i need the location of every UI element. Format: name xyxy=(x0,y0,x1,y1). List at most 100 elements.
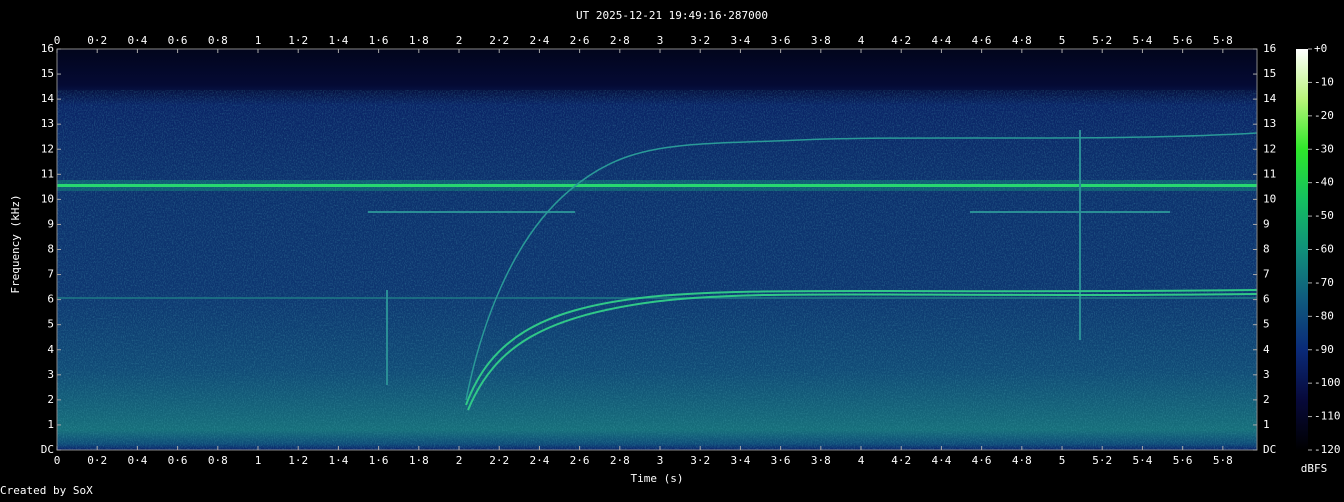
y-tick-label: 13 xyxy=(1263,117,1276,130)
x-tick-label: 0·8 xyxy=(208,454,228,467)
x-tick-label: 0·4 xyxy=(127,454,147,467)
colorbar-tick-label: -100 xyxy=(1314,376,1341,389)
x-tick-label: 1·6 xyxy=(369,34,389,47)
x-tick-label: 0·2 xyxy=(87,34,107,47)
x-axis-label: Time (s) xyxy=(631,472,684,485)
y-tick-label: 5 xyxy=(47,318,54,331)
x-tick-label: 5·8 xyxy=(1213,454,1233,467)
x-tick-label: 5·2 xyxy=(1092,454,1112,467)
y-tick-label: 10 xyxy=(1263,192,1276,205)
colorbar-tick-label: -70 xyxy=(1314,276,1334,289)
x-tick-label: 1 xyxy=(255,454,262,467)
y-tick-label: DC xyxy=(1263,443,1276,456)
x-tick-label: 2·4 xyxy=(529,454,549,467)
y-tick-label: 10 xyxy=(41,192,54,205)
x-tick-label: 4·2 xyxy=(891,454,911,467)
x-tick-label: 3 xyxy=(657,34,664,47)
y-tick-label: 2 xyxy=(1263,393,1270,406)
x-tick-label: 3·8 xyxy=(811,454,831,467)
y-tick-label: 14 xyxy=(41,92,55,105)
y-axis-label: Frequency (kHz) xyxy=(9,194,22,293)
colorbar-tick-label: +0 xyxy=(1314,42,1327,55)
y-tick-label: 16 xyxy=(1263,42,1276,55)
y-tick-label: 2 xyxy=(47,393,54,406)
footer: Created by SoX xyxy=(0,484,93,497)
y-tick-label: 9 xyxy=(47,217,54,230)
whistler-trace xyxy=(465,132,1258,401)
y-tick-label: 13 xyxy=(41,117,54,130)
x-tick-label: 3·8 xyxy=(811,34,831,47)
colorbar-tick-label: -20 xyxy=(1314,109,1334,122)
colorbar-label: dBFS xyxy=(1301,462,1328,475)
x-tick-label: 2·2 xyxy=(489,34,509,47)
y-tick-label: 5 xyxy=(1263,318,1270,331)
x-tick-label: 4·6 xyxy=(972,34,992,47)
y-tick-label: 4 xyxy=(1263,343,1270,356)
y-tick-label: 11 xyxy=(1263,167,1276,180)
y-tick-label: 9 xyxy=(1263,217,1270,230)
x-tick-label: 2·8 xyxy=(610,454,630,467)
x-tick-label: 4·6 xyxy=(972,454,992,467)
x-tick-label: 3·2 xyxy=(690,34,710,47)
y-tick-label: 8 xyxy=(1263,243,1270,256)
x-tick-label: 1·4 xyxy=(328,34,348,47)
whistler-trace xyxy=(465,289,1258,406)
x-tick-label: 2·4 xyxy=(529,34,549,47)
x-tick-label: 0·6 xyxy=(168,454,188,467)
x-tick-label: 2·2 xyxy=(489,454,509,467)
y-tick-label: 11 xyxy=(41,167,54,180)
x-tick-label: 3·4 xyxy=(730,454,750,467)
x-tick-label: 1·2 xyxy=(288,454,308,467)
x-tick-label: 0·8 xyxy=(208,34,228,47)
x-tick-label: 5·6 xyxy=(1173,34,1193,47)
x-tick-label: 3·2 xyxy=(690,454,710,467)
x-tick-label: 2 xyxy=(456,34,463,47)
x-tick-label: 5 xyxy=(1059,454,1066,467)
colorbar-tick-label: -90 xyxy=(1314,343,1334,356)
colorbar-tick-label: -80 xyxy=(1314,309,1334,322)
x-tick-label: 0 xyxy=(54,454,61,467)
spectrogram-noise xyxy=(57,90,1257,450)
y-tick-label: 4 xyxy=(47,343,54,356)
x-tick-label: 3 xyxy=(657,454,664,467)
x-tick-label: 5·6 xyxy=(1173,454,1193,467)
x-tick-label: 4·2 xyxy=(891,34,911,47)
x-tick-label: 0·4 xyxy=(127,34,147,47)
y-tick-label: 8 xyxy=(47,243,54,256)
colorbar-tick-label: -60 xyxy=(1314,243,1334,256)
y-tick-label: 3 xyxy=(47,368,54,381)
x-tick-label: 1·8 xyxy=(409,454,429,467)
y-tick-label: 3 xyxy=(1263,368,1270,381)
y-tick-label: 14 xyxy=(1263,92,1277,105)
x-tick-label: 1·6 xyxy=(369,454,389,467)
x-tick-label: 2·8 xyxy=(610,34,630,47)
y-tick-label: 12 xyxy=(1263,142,1276,155)
y-tick-label: 12 xyxy=(41,142,54,155)
colorbar-tick-label: -30 xyxy=(1314,142,1334,155)
y-tick-label: 1 xyxy=(47,418,54,431)
colorbar-tick-label: -10 xyxy=(1314,75,1334,88)
x-tick-label: 3·4 xyxy=(730,34,750,47)
x-tick-label: 2·6 xyxy=(570,454,590,467)
x-tick-label: 2·6 xyxy=(570,34,590,47)
x-tick-label: 1 xyxy=(255,34,262,47)
x-tick-label: 0·6 xyxy=(168,34,188,47)
colorbar xyxy=(1296,49,1308,450)
x-tick-label: 4 xyxy=(858,454,865,467)
x-tick-label: 1·2 xyxy=(288,34,308,47)
y-tick-label: 7 xyxy=(47,268,54,281)
colorbar-tick-label: -40 xyxy=(1314,176,1334,189)
x-tick-label: 4·4 xyxy=(931,34,951,47)
y-tick-label: 6 xyxy=(1263,293,1270,306)
x-tick-label: 4·8 xyxy=(1012,34,1032,47)
x-tick-label: 5·2 xyxy=(1092,34,1112,47)
chart-title: UT 2025-12-21 19:49:16·287000 xyxy=(576,9,768,22)
x-tick-label: 5·8 xyxy=(1213,34,1233,47)
x-tick-label: 1·8 xyxy=(409,34,429,47)
y-tick-label: 15 xyxy=(1263,67,1276,80)
x-tick-label: 0·2 xyxy=(87,454,107,467)
colorbar-tick-label: -120 xyxy=(1314,443,1341,456)
y-tick-label: DC xyxy=(41,443,54,456)
x-tick-label: 5·4 xyxy=(1132,34,1152,47)
x-tick-label: 5·4 xyxy=(1132,454,1152,467)
